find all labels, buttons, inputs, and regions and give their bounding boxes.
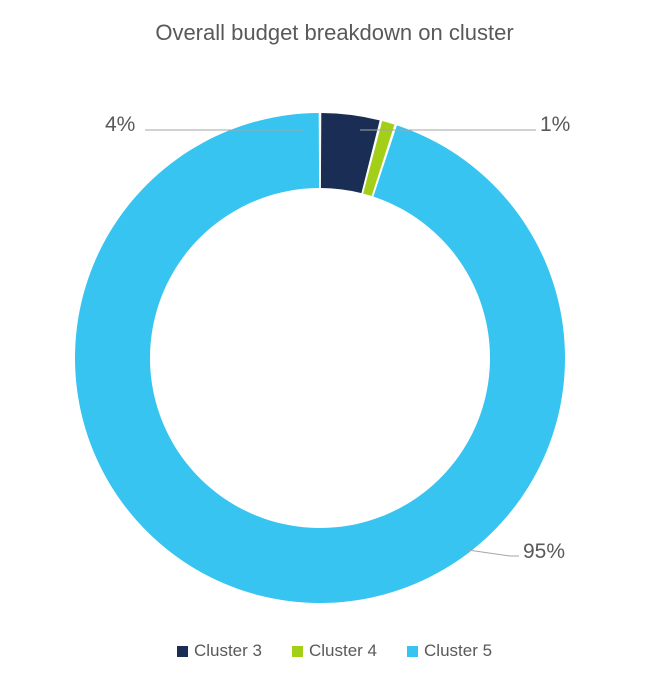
chart-title: Overall budget breakdown on cluster — [0, 20, 669, 46]
legend-label-cluster-5: Cluster 5 — [424, 641, 492, 661]
legend-swatch-cluster-3 — [177, 646, 188, 657]
legend-swatch-cluster-5 — [407, 646, 418, 657]
legend-swatch-cluster-4 — [292, 646, 303, 657]
data-label-cluster-3: 4% — [105, 113, 135, 137]
legend-label-cluster-4: Cluster 4 — [309, 641, 377, 661]
donut-chart: Overall budget breakdown on cluster 4% 1%… — [0, 0, 669, 681]
slice-cluster-5 — [75, 113, 565, 603]
leader-cluster-5 — [468, 550, 519, 556]
donut-svg — [0, 0, 669, 681]
legend-item-cluster-4: Cluster 4 — [292, 641, 377, 661]
legend-item-cluster-5: Cluster 5 — [407, 641, 492, 661]
legend-item-cluster-3: Cluster 3 — [177, 641, 262, 661]
data-label-cluster-4: 1% — [540, 113, 570, 137]
legend: Cluster 3 Cluster 4 Cluster 5 — [0, 641, 669, 661]
data-label-cluster-5: 95% — [523, 540, 565, 564]
legend-label-cluster-3: Cluster 3 — [194, 641, 262, 661]
